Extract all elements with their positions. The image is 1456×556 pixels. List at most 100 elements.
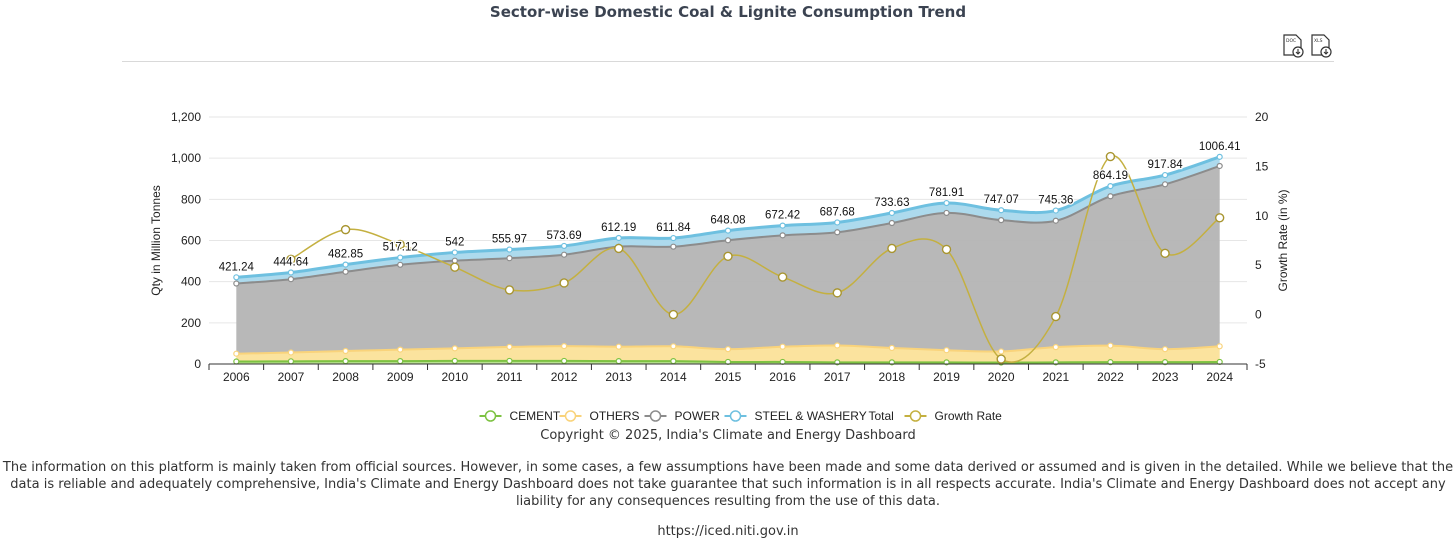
y-axis-title: Qty in Million Tonnes (149, 185, 163, 296)
total-data-label: 517.12 (383, 242, 418, 254)
total-data-label: 611.84 (656, 222, 691, 234)
point-steel-washery (451, 249, 458, 256)
x-tick-label: 2019 (933, 370, 960, 384)
point-others (834, 342, 841, 349)
point-steel-washery (1107, 183, 1114, 190)
point-power (670, 243, 677, 250)
export-doc-label: DOC (1286, 38, 1296, 44)
total-data-label: 444.64 (273, 256, 309, 268)
point-steel-washery (287, 269, 295, 276)
legend-swatch-marker (909, 410, 922, 422)
x-tick-label: 2006 (223, 370, 250, 384)
y2-axis-title: Growth Rate (in %) (1276, 189, 1290, 291)
point-growth-rate (450, 262, 460, 272)
legend-item-others[interactable]: OTHERS (559, 409, 640, 423)
y2-tick-label: 20 (1255, 110, 1269, 124)
point-growth-rate (559, 278, 569, 288)
y2-tick-label: -5 (1255, 357, 1266, 371)
site-url-link[interactable]: https://iced.niti.gov.in (657, 524, 799, 539)
x-tick-label: 2013 (605, 370, 632, 384)
x-tick-label: 2011 (497, 370, 523, 384)
point-growth-rate (832, 288, 842, 298)
total-data-label: 573.69 (547, 230, 582, 242)
x-tick-label: 2022 (1097, 370, 1124, 384)
point-others (1216, 343, 1223, 350)
point-others (670, 343, 677, 350)
point-power (1052, 217, 1059, 224)
y2-tick-label: 0 (1255, 308, 1262, 322)
legend-swatch-marker (564, 410, 577, 422)
total-data-label: 745.36 (1038, 195, 1073, 207)
legend-item-power[interactable]: POWER (644, 409, 721, 423)
point-cement (451, 357, 458, 365)
x-tick-label: 2024 (1206, 370, 1233, 384)
point-others (724, 346, 732, 353)
legend-label: Total (869, 409, 894, 423)
total-data-label: 555.97 (492, 234, 527, 246)
point-growth-rate (723, 251, 733, 262)
total-data-label: 648.08 (710, 215, 745, 227)
point-cement (233, 358, 240, 365)
y-tick-label: 200 (181, 316, 201, 330)
legend-label: OTHERS (590, 409, 640, 423)
legend-item-growth-rate[interactable]: Growth Rate (904, 409, 1003, 423)
x-tick-label: 2007 (278, 370, 305, 384)
legend-label: POWER (675, 409, 721, 423)
legend-item-cement[interactable]: CEMENT (479, 409, 561, 423)
point-steel-washery (1161, 171, 1169, 179)
x-tick-label: 2008 (332, 370, 359, 384)
point-growth-rate (668, 309, 679, 320)
y2-tick-label: 5 (1255, 258, 1262, 272)
y-tick-label: 800 (181, 192, 201, 206)
point-others (561, 342, 568, 350)
point-power (451, 257, 458, 264)
point-steel-washery (561, 242, 568, 250)
point-steel-washery (233, 274, 240, 281)
x-tick-label: 2010 (441, 370, 468, 384)
point-others (233, 350, 240, 357)
total-data-label: 542 (445, 236, 464, 248)
point-others (1052, 344, 1059, 351)
copyright-text: Copyright © 2025, India's Climate and En… (540, 428, 916, 443)
point-steel-washery (1052, 207, 1059, 214)
point-growth-rate (504, 285, 515, 295)
x-tick-label: 2021 (1042, 370, 1069, 384)
point-others (998, 348, 1005, 355)
point-cement (561, 357, 568, 365)
disclaimer-text: The information on this platform is main… (2, 460, 1454, 509)
point-power (342, 268, 349, 275)
total-data-label: 781.91 (929, 187, 964, 199)
total-data-label: 747.07 (984, 194, 1019, 206)
y-tick-label: 400 (181, 275, 201, 289)
point-steel-washery (779, 222, 786, 229)
total-data-label: 612.19 (601, 222, 636, 234)
point-power (1107, 193, 1114, 200)
point-growth-rate (286, 254, 296, 264)
x-tick-label: 2014 (660, 370, 687, 384)
point-cement (1107, 359, 1114, 366)
point-steel-washery (943, 199, 950, 207)
legend-item-steel-washery[interactable]: STEEL & WASHERY (724, 409, 867, 423)
point-cement (1161, 359, 1169, 366)
point-growth-rate (996, 354, 1006, 364)
point-steel-washery (397, 254, 404, 261)
export-doc-button[interactable]: DOC (1282, 34, 1304, 58)
point-growth-rate (1214, 213, 1225, 223)
point-steel-washery (342, 261, 349, 268)
y2-tick-label: 10 (1255, 209, 1269, 223)
point-steel-washery (834, 219, 841, 226)
total-data-label: 421.24 (219, 261, 255, 273)
total-data-label: 917.84 (1147, 159, 1183, 171)
legend-item-total[interactable]: Total (869, 409, 894, 423)
point-cement (506, 357, 513, 365)
total-data-label: 687.68 (820, 206, 855, 218)
x-tick-label: 2017 (824, 370, 851, 384)
export-xls-button[interactable]: XLS (1310, 34, 1332, 58)
point-power (998, 217, 1005, 224)
total-data-label: 1006.41 (1199, 141, 1241, 153)
point-steel-washery (724, 227, 732, 234)
point-growth-rate (1160, 248, 1170, 259)
point-cement (287, 358, 295, 365)
point-others (943, 347, 950, 354)
point-growth-rate (1051, 311, 1061, 322)
